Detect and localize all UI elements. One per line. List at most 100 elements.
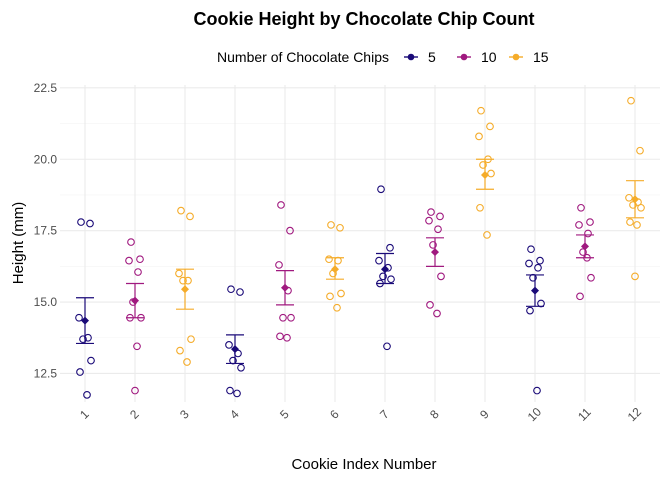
x-tick-label: 3 (177, 407, 192, 422)
data-point (483, 231, 491, 239)
data-point (427, 208, 435, 216)
data-point (83, 391, 91, 399)
data-point (584, 229, 592, 238)
data-point (383, 342, 391, 351)
mean-marker (631, 195, 639, 204)
data-point (437, 272, 445, 281)
data-point (586, 218, 594, 226)
data-point (187, 335, 195, 344)
data-point (127, 238, 135, 246)
data-point (286, 226, 294, 235)
data-point (525, 259, 533, 268)
data-point (425, 216, 433, 225)
data-point (379, 272, 387, 281)
x-tick-label: 10 (525, 405, 545, 425)
legend-label: 5 (428, 49, 436, 65)
data-point (134, 268, 142, 276)
data-point (536, 256, 544, 265)
data-point (237, 363, 245, 372)
y-tick-label: 15.0 (34, 295, 58, 309)
y-tick-label: 17.5 (34, 224, 58, 238)
mean-marker (81, 316, 89, 325)
mean-marker (381, 265, 389, 274)
data-point (226, 386, 234, 395)
data-point (486, 122, 494, 131)
data-point (275, 261, 283, 269)
legend-title: Number of Chocolate Chips (217, 49, 389, 65)
x-tick-label: 6 (327, 407, 342, 422)
data-point (325, 255, 333, 264)
x-tick-label: 2 (127, 407, 142, 422)
data-point (276, 332, 284, 341)
data-point (477, 106, 485, 115)
data-point (86, 219, 94, 228)
data-point (533, 386, 541, 395)
mean-marker (481, 170, 489, 179)
data-point (576, 292, 584, 301)
x-tick-label: 8 (427, 407, 442, 422)
data-marks (75, 96, 645, 399)
data-point (534, 263, 542, 272)
data-point (636, 146, 644, 155)
data-point (487, 169, 495, 178)
legend-label: 15 (533, 49, 549, 65)
mean-marker (531, 286, 539, 295)
data-point (633, 221, 641, 229)
data-point (429, 241, 437, 249)
mean-marker (231, 345, 239, 354)
data-point (133, 342, 141, 351)
data-point (587, 273, 595, 282)
y-axis-ticks: 12.5 15.0 17.5 20.0 22.5 (34, 81, 58, 381)
data-point (125, 256, 133, 265)
data-point (333, 303, 341, 312)
data-point (527, 245, 535, 254)
data-point (233, 389, 241, 398)
data-point (283, 333, 291, 342)
data-point (433, 309, 441, 318)
x-axis-ticks: 1 2 3 4 5 6 7 8 9 10 11 12 (77, 405, 644, 425)
data-point (476, 203, 484, 212)
x-tick-label: 9 (477, 407, 492, 422)
data-point (387, 275, 395, 284)
mean-marker (281, 283, 289, 292)
data-point (176, 346, 184, 355)
legend: Number of Chocolate Chips 5 10 15 (217, 49, 549, 65)
data-point (337, 289, 345, 298)
x-tick-label: 11 (575, 405, 594, 424)
data-point (629, 201, 637, 209)
legend-items: 5 10 15 (404, 49, 549, 65)
data-point (76, 368, 84, 376)
data-point (436, 212, 444, 221)
data-point (227, 285, 235, 294)
x-tick-label: 5 (277, 407, 292, 422)
data-point (336, 223, 344, 232)
mean-marker (131, 296, 139, 305)
data-point (626, 218, 634, 226)
data-point (77, 218, 85, 226)
data-point (87, 356, 95, 365)
data-point (631, 272, 639, 281)
data-point (131, 386, 139, 395)
data-point (177, 206, 185, 215)
y-tick-label: 22.5 (34, 81, 58, 95)
data-point (526, 306, 534, 315)
data-point (79, 335, 87, 344)
data-point (637, 203, 645, 212)
data-point (475, 132, 483, 141)
data-point (326, 292, 334, 301)
y-axis-title: Height (mm) (10, 202, 27, 285)
mean-marker (581, 242, 589, 251)
data-point (577, 203, 585, 212)
chart-title: Cookie Height by Chocolate Chip Count (194, 9, 535, 29)
y-tick-label: 12.5 (34, 366, 58, 380)
x-tick-label: 12 (625, 405, 645, 425)
data-point (179, 276, 187, 285)
data-point (434, 225, 442, 234)
data-point (287, 313, 295, 322)
y-tick-label: 20.0 (34, 152, 58, 166)
mean-marker (431, 248, 439, 257)
legend-label: 10 (481, 49, 497, 65)
data-point (186, 212, 194, 221)
legend-key-point (460, 53, 468, 61)
x-tick-label: 1 (77, 407, 92, 422)
